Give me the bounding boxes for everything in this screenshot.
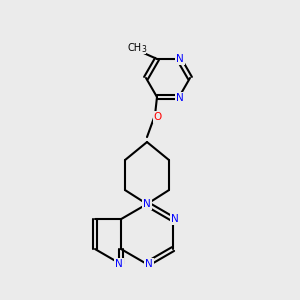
Text: O: O (154, 112, 162, 122)
Text: N: N (145, 259, 153, 269)
Text: 3: 3 (141, 45, 146, 54)
Text: N: N (176, 54, 184, 64)
Text: N: N (143, 199, 151, 209)
Text: N: N (176, 93, 184, 103)
Text: N: N (171, 214, 179, 224)
Text: N: N (115, 259, 123, 269)
Text: CH: CH (128, 43, 142, 53)
